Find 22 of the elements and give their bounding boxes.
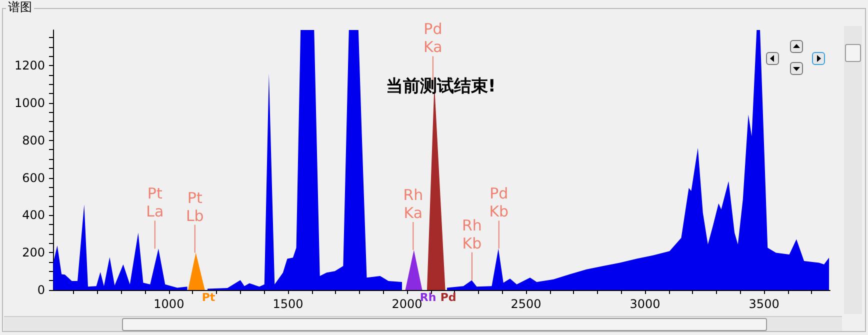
text: Pt — [202, 291, 216, 304]
annotation: Pt La — [146, 184, 164, 221]
y-tick-label: 800 — [22, 133, 45, 148]
chart-title: 谱图 — [6, 0, 34, 14]
annotation: Pt Lb — [186, 188, 204, 225]
x-tick-label: 1000 — [154, 297, 184, 311]
annotation: Pd Kb — [489, 184, 509, 221]
x-tick-label: 2500 — [510, 297, 542, 311]
y-tick-label: 1200 — [14, 58, 45, 73]
y-tick-label: 600 — [22, 170, 45, 185]
x-tick-label: 3000 — [630, 297, 660, 311]
y-tick-label: 200 — [22, 246, 45, 260]
y-tick-label: 1000 — [14, 96, 45, 110]
y-tick-label: 0 — [37, 283, 45, 297]
x-tick-label: 1500 — [272, 297, 304, 311]
annotation: 当前测试结束! — [386, 76, 496, 96]
annotation: Pd Ka — [424, 20, 442, 56]
y-tick-label: 400 — [22, 208, 45, 222]
annotation: Rh Ka — [403, 186, 424, 222]
x-tick-label: 3500 — [748, 297, 780, 311]
annotation: Rh Kb — [462, 216, 482, 252]
text: Pd — [440, 291, 456, 304]
